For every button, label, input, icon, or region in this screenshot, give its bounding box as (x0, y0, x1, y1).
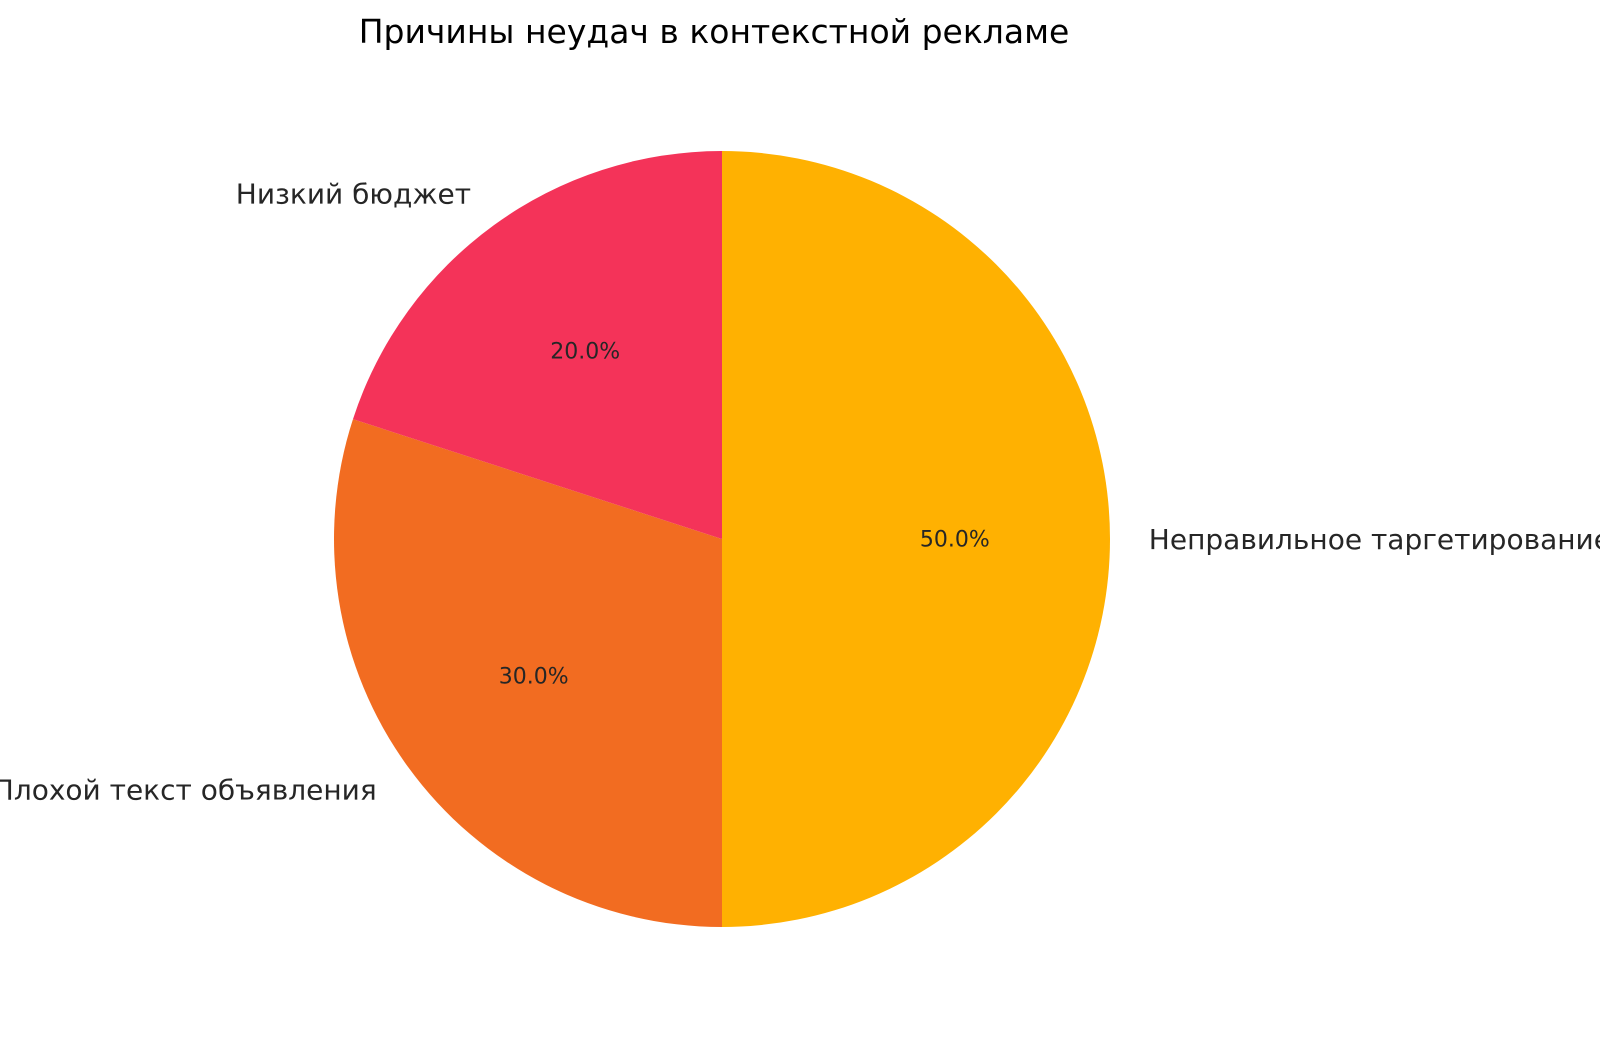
slice-label-2: Низкий бюджет (236, 178, 471, 211)
pct-label-1: 30.0% (499, 665, 569, 690)
pct-label-0: 50.0% (920, 528, 990, 553)
pie-category-labels: Неправильное таргетирование Плохой текст … (0, 178, 1600, 807)
pie-slice-1 (333, 419, 722, 927)
slice-label-1: Плохой текст объявления (0, 774, 377, 807)
pie-slices (333, 151, 1110, 927)
pct-label-2: 20.0% (550, 339, 620, 364)
pie-percent-labels: 50.0% 30.0% 20.0% (499, 339, 990, 689)
pie-slice-2 (352, 151, 722, 539)
slice-label-0: Неправильное таргетирование (1149, 523, 1600, 556)
chart-title: Причины неудач в контекстной рекламе (359, 12, 1070, 51)
pie-slice-0 (722, 151, 1110, 927)
